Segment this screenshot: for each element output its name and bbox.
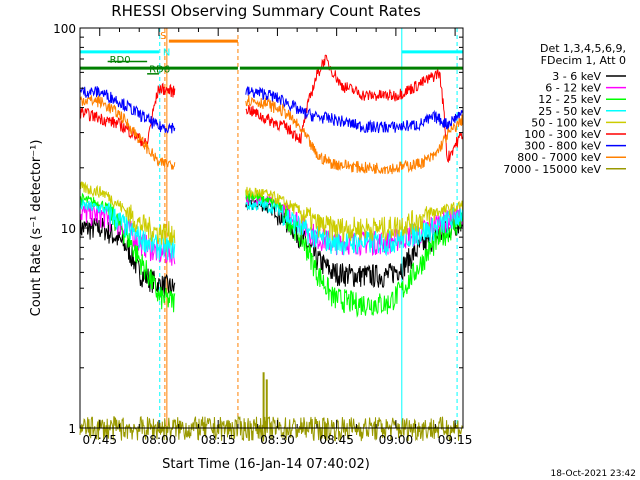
series-300-800-kev <box>79 85 464 134</box>
series-trace-7-0 <box>79 95 176 170</box>
flag-label-n: N <box>163 47 170 58</box>
series-trace-3-0 <box>79 198 176 261</box>
series-trace-8-0 <box>79 414 463 443</box>
series-trace-2-1 <box>245 189 464 318</box>
series-7000-15000-kev <box>79 414 463 443</box>
legend: Det 1,3,4,5,6,9, FDecim 1, Att 0 3 - 6 k… <box>503 42 626 176</box>
series-trace-5-1 <box>245 54 464 164</box>
x-tick-label-0: 07:45 <box>82 433 117 447</box>
series-trace-6-0 <box>79 86 176 134</box>
legend-label-8: 7000 - 15000 keV <box>503 163 601 176</box>
flag-label-rd6: RD6 <box>149 64 170 75</box>
flag-label-s: S <box>160 31 166 42</box>
series-trace-3-1 <box>245 199 464 257</box>
legend-label-7: 800 - 7000 keV <box>517 151 601 164</box>
legend-label-4: 50 - 100 keV <box>531 116 601 129</box>
x-tick-label-6: 09:15 <box>438 433 473 447</box>
legend-header-line-2: FDecim 1, Att 0 <box>541 54 626 67</box>
x-axis-label: Start Time (16-Jan-14 07:40:02) <box>162 457 370 472</box>
x-axis: 07:45 08:00 08:15 08:30 08:45 09:00 09:15 <box>79 28 473 447</box>
timestamp: 18-Oct-2021 23:42 <box>551 469 636 479</box>
chart-title: RHESSI Observing Summary Count Rates <box>111 2 421 20</box>
series-800-7000-kev <box>79 95 464 175</box>
legend-label-2: 12 - 25 keV <box>538 93 601 106</box>
legend-label-5: 100 - 300 keV <box>524 128 601 141</box>
x-tick-label-5: 09:00 <box>379 433 414 447</box>
legend-label-0: 3 - 6 keV <box>552 70 601 83</box>
flag-label-rd0: RD0 <box>110 55 131 66</box>
legend-label-1: 6 - 12 keV <box>545 82 601 95</box>
x-tick-label-3: 08:30 <box>260 433 295 447</box>
x-tick-label-4: 08:45 <box>319 433 354 447</box>
series-trace-6-1 <box>245 85 464 134</box>
series-trace-4-1 <box>245 186 464 243</box>
y-tick-label-0: 1 <box>68 422 76 436</box>
y-tick-label-1: 10 <box>61 222 76 236</box>
plot-area: RD0 RD6 SN <box>79 27 464 443</box>
series-25-50-kev <box>79 198 464 261</box>
legend-label-6: 300 - 800 keV <box>524 140 601 153</box>
y-axis-label: Count Rate (s⁻¹ detector⁻¹) <box>29 140 44 317</box>
x-tick-label-1: 08:00 <box>142 433 177 447</box>
x-tick-label-2: 08:15 <box>201 433 236 447</box>
series-100-300-kev <box>79 54 464 164</box>
series-trace-7-1 <box>245 95 464 175</box>
series-50-100-kev <box>79 181 464 246</box>
y-tick-label-2: 100 <box>53 22 76 36</box>
y-axis: 1 10 100 <box>53 22 463 436</box>
series-trace-5-0 <box>79 82 176 147</box>
legend-header-line-1: Det 1,3,4,5,6,9, <box>540 42 626 55</box>
series-trace-4-0 <box>79 181 176 246</box>
legend-label-3: 25 - 50 keV <box>538 105 601 118</box>
